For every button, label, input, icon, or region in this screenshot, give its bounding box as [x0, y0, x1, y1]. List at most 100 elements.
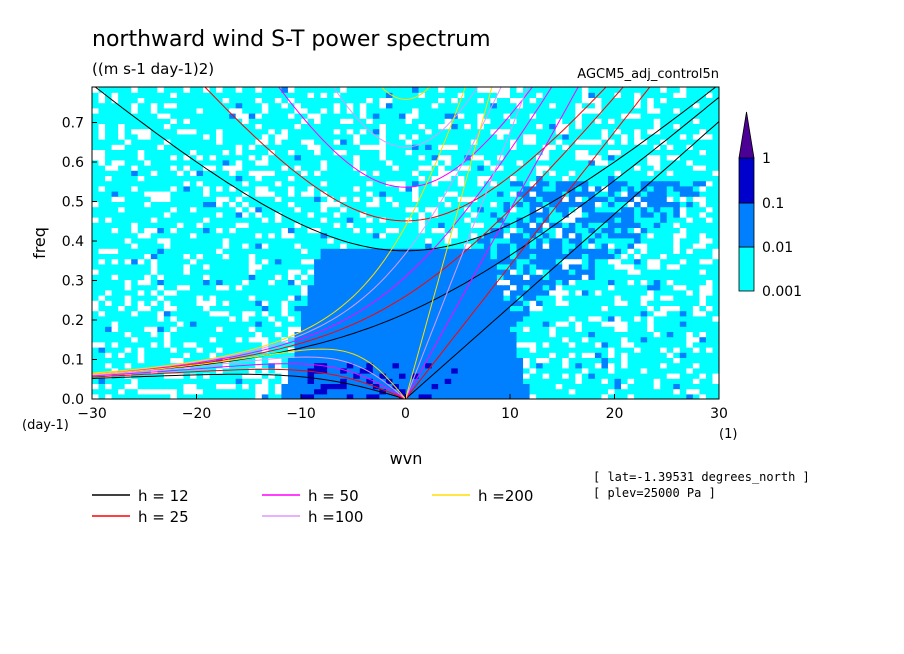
heatmap-cell: [287, 128, 296, 135]
heatmap-cell: [614, 128, 622, 135]
heatmap-cell: [307, 133, 315, 140]
heatmap-cell: [627, 336, 635, 343]
heatmap-cell: [405, 269, 413, 275]
heatmap-cell: [157, 295, 165, 301]
heatmap-cell: [379, 227, 387, 234]
heatmap-cell: [451, 232, 459, 239]
heatmap-cell: [261, 362, 269, 369]
heatmap-cell: [229, 185, 237, 192]
heatmap-cell: [235, 284, 243, 291]
heatmap-cell: [588, 274, 596, 280]
heatmap-cell: [157, 263, 165, 270]
heatmap-cell: [320, 222, 328, 228]
heatmap-cell: [607, 232, 616, 239]
heatmap-cell: [425, 159, 433, 166]
heatmap-cell: [137, 217, 145, 223]
heatmap-cell: [562, 128, 570, 135]
heatmap-cell: [503, 279, 511, 286]
heatmap-cell: [333, 367, 341, 374]
heatmap-cell: [189, 347, 198, 353]
heatmap-cell: [425, 367, 433, 374]
heatmap-cell: [105, 279, 113, 286]
heatmap-cell: [281, 305, 289, 312]
heatmap-cell: [124, 378, 132, 384]
heatmap-cell: [222, 284, 230, 291]
heatmap-cell: [712, 175, 719, 182]
heatmap-cell: [327, 357, 335, 364]
heatmap-cell: [607, 175, 616, 182]
heatmap-cell: [346, 170, 354, 176]
heatmap-cell: [412, 133, 420, 140]
heatmap-cell: [647, 284, 655, 291]
heatmap-cell: [405, 258, 413, 265]
heatmap-cell: [372, 217, 380, 223]
heatmap-cell: [372, 393, 380, 399]
heatmap-cell: [444, 284, 452, 291]
heatmap-cell: [333, 357, 341, 364]
heatmap-cell: [575, 305, 583, 312]
heatmap-cell: [634, 367, 642, 374]
heatmap-cell: [144, 243, 152, 249]
heatmap-cell: [183, 165, 191, 171]
heatmap-cell: [196, 258, 204, 265]
heatmap-cell: [699, 180, 707, 187]
heatmap-cell: [157, 175, 165, 182]
heatmap-cell: [594, 347, 603, 353]
heatmap-cell: [359, 305, 367, 312]
heatmap-cell: [327, 180, 335, 187]
heatmap-cell: [516, 341, 524, 348]
heatmap-cell: [516, 248, 524, 254]
heatmap-cell: [496, 269, 505, 275]
heatmap-cell: [203, 383, 211, 390]
heatmap-cell: [372, 315, 380, 322]
heatmap-cell: [398, 367, 407, 374]
heatmap-cell: [568, 315, 576, 322]
heatmap-cell: [242, 206, 250, 213]
heatmap-cell: [340, 331, 348, 338]
heatmap-cell: [621, 139, 629, 145]
heatmap-cell: [183, 336, 191, 343]
heatmap-cell: [157, 352, 165, 358]
heatmap-cell: [607, 393, 616, 399]
heatmap-cell: [131, 305, 139, 312]
heatmap-cell: [581, 217, 589, 223]
heatmap-cell: [346, 269, 354, 275]
heatmap-cell: [699, 284, 707, 291]
heatmap-cell: [568, 227, 576, 234]
heatmap-cell: [425, 305, 433, 312]
heatmap-cell: [327, 305, 335, 312]
heatmap-cell: [137, 269, 145, 275]
heatmap-cell: [536, 279, 544, 286]
heatmap-cell: [705, 352, 714, 358]
heatmap-cell: [581, 253, 589, 260]
heatmap-cell: [170, 206, 178, 213]
heatmap-cell: [118, 274, 126, 280]
heatmap-cell: [137, 237, 145, 244]
heatmap-cell: [562, 289, 570, 296]
heatmap-cell: [111, 139, 119, 145]
heatmap-cell: [235, 331, 243, 338]
heatmap-cell: [301, 154, 309, 161]
heatmap-cell: [287, 388, 296, 395]
heatmap-cell: [483, 227, 492, 234]
heatmap-cell: [229, 279, 237, 286]
heatmap-cell: [170, 196, 178, 202]
heatmap-cell: [340, 253, 348, 260]
heatmap-cell: [111, 347, 119, 353]
heatmap-cell: [176, 289, 185, 296]
heatmap-cell: [340, 383, 348, 390]
heatmap-cell: [111, 180, 119, 187]
heatmap-cell: [301, 331, 309, 338]
heatmap-cell: [418, 295, 426, 301]
heatmap-cell: [157, 159, 165, 166]
heatmap-cell: [575, 279, 583, 286]
heatmap-cell: [692, 227, 701, 234]
heatmap-cell: [176, 227, 185, 234]
heatmap-cell: [379, 133, 387, 140]
heatmap-cell: [261, 378, 269, 384]
heatmap-cell: [516, 128, 524, 135]
heatmap-cell: [229, 253, 237, 260]
heatmap-cell: [568, 284, 576, 291]
heatmap-cell: [523, 201, 531, 208]
heatmap-cell: [594, 383, 603, 390]
